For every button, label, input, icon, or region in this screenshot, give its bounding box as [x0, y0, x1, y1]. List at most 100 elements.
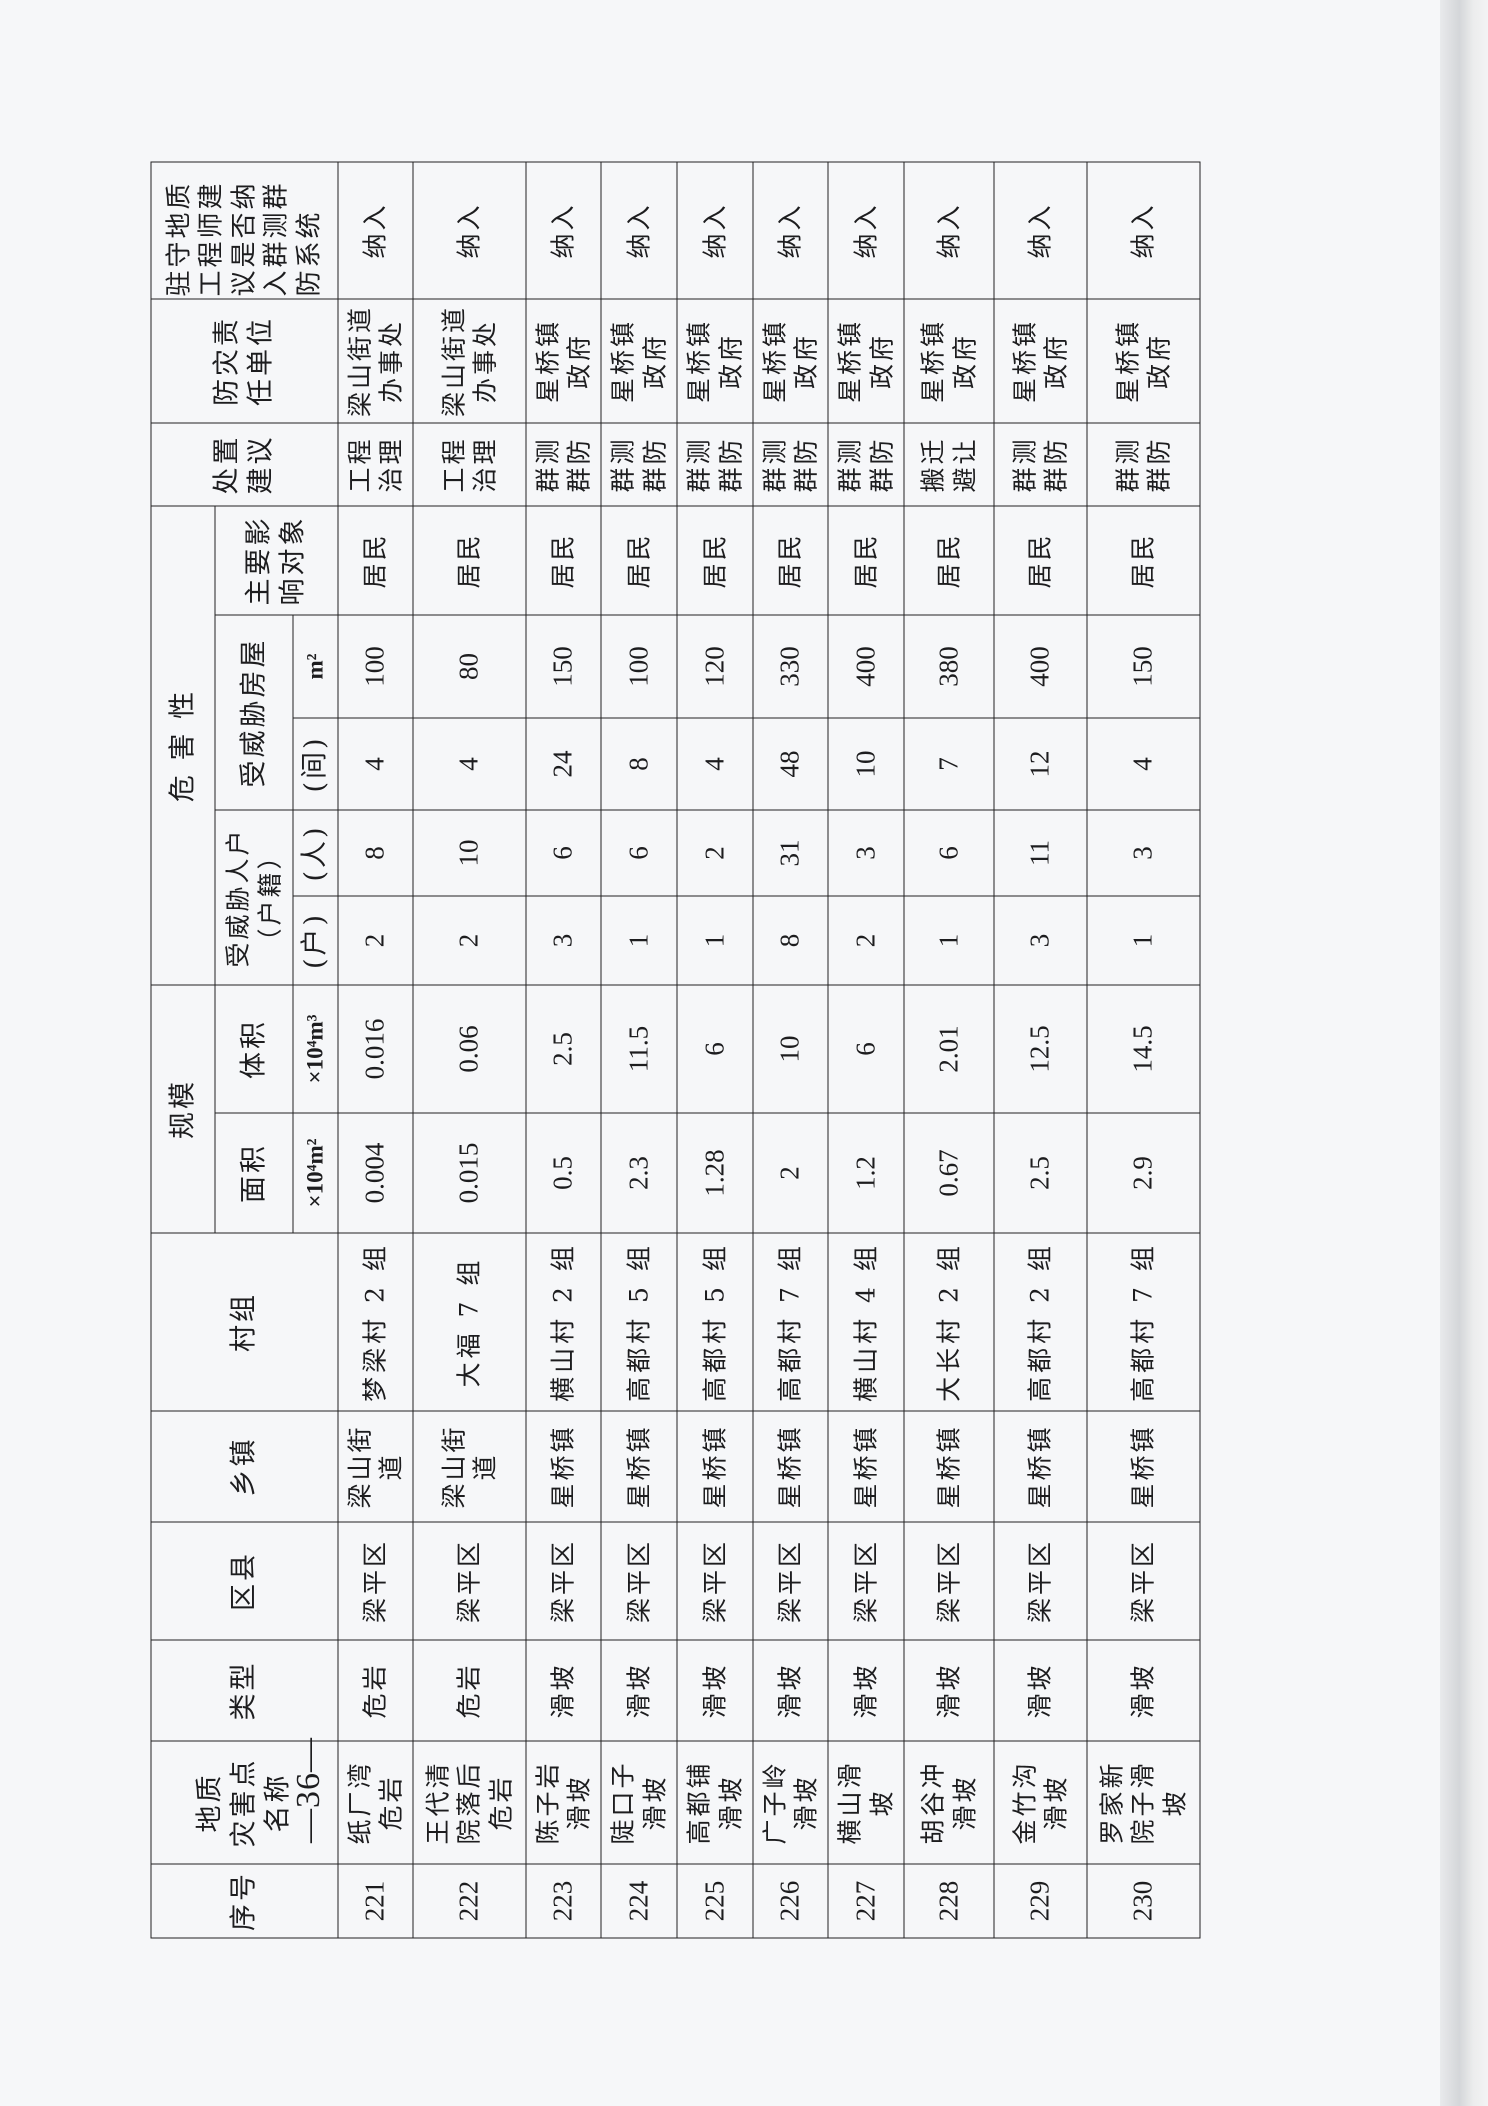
cell-village: 大长村 2 组	[904, 1233, 994, 1411]
cell-households: 3	[526, 896, 601, 985]
cell-town: 星桥镇	[1087, 1411, 1200, 1522]
header-hazard: 危 害 性	[151, 505, 215, 985]
cell-included: 纳入	[413, 161, 526, 299]
cell-included: 纳入	[753, 161, 828, 299]
cell-included: 纳入	[677, 161, 753, 299]
cell-volume: 0.016	[338, 985, 413, 1113]
cell-type: 滑坡	[526, 1640, 601, 1741]
cell-affected: 居民	[753, 505, 828, 615]
cell-rooms: 12	[994, 718, 1087, 810]
cell-village: 高都村 2 组	[994, 1233, 1087, 1411]
table-row: 221 纸厂湾 危岩 危岩 梁平区 梁山街 道梦梁村 2 组 0.004 0.016 2 8 4 1…	[338, 161, 413, 1938]
cell-house-area: 100	[338, 615, 413, 718]
cell-county: 梁平区	[994, 1522, 1087, 1640]
header-volume-unit: ×10⁴m³	[293, 985, 338, 1113]
cell-name: 王代清 院落后 危岩	[413, 1741, 526, 1864]
cell-type: 滑坡	[1087, 1640, 1200, 1741]
cell-volume: 14.5	[1087, 985, 1200, 1113]
cell-responsible: 梁山街道 办事处	[413, 298, 526, 423]
cell-county: 梁平区	[753, 1522, 828, 1640]
header-house-area-unit: m²	[293, 615, 338, 718]
cell-town: 星桥镇	[994, 1411, 1087, 1522]
cell-responsible: 星桥镇 政府	[753, 298, 828, 423]
cell-town: 梁山街 道	[338, 1411, 413, 1522]
cell-house-area: 380	[904, 615, 994, 718]
cell-rooms: 4	[1087, 718, 1200, 810]
cell-persons: 3	[1087, 810, 1200, 896]
cell-volume: 6	[677, 985, 753, 1113]
cell-measure: 工程 治理	[338, 422, 413, 506]
cell-rooms: 8	[601, 718, 677, 810]
cell-seq: 224	[601, 1864, 677, 1938]
cell-households: 1	[601, 896, 677, 985]
cell-measure: 搬迁 避让	[904, 422, 994, 506]
cell-type: 滑坡	[753, 1640, 828, 1741]
cell-affected: 居民	[526, 505, 601, 615]
cell-included: 纳入	[994, 161, 1087, 299]
cell-persons: 3	[828, 810, 904, 896]
cell-measure: 群测 群防	[828, 422, 904, 506]
cell-seq: 222	[413, 1864, 526, 1938]
cell-responsible: 星桥镇 政府	[904, 298, 994, 423]
cell-village: 横山村 2 组	[526, 1233, 601, 1411]
cell-county: 梁平区	[904, 1522, 994, 1640]
cell-village: 梦梁村 2 组	[338, 1233, 413, 1411]
cell-type: 危岩	[413, 1640, 526, 1741]
table-row: 223 陈子岩 滑坡 滑坡 梁平区 星桥镇 横山村 2 组 0.5 2.5 3 6 24 150 居民群…	[526, 161, 601, 1938]
table-row: 224 陡口子 滑坡 滑坡 梁平区 星桥镇 高都村 5 组 2.3 11.5 1 6 8 100 居民群…	[601, 161, 677, 1938]
cell-persons: 11	[994, 810, 1087, 896]
cell-households: 8	[753, 896, 828, 985]
cell-town: 梁山街 道	[413, 1411, 526, 1522]
rotated-table-wrapper: 序号 地质 灾害点 名称 类型 区县 乡镇 村组 规模 危 害 性 处置 建议 …	[151, 161, 1200, 1939]
cell-seq: 230	[1087, 1864, 1200, 1938]
cell-households: 2	[413, 896, 526, 985]
header-households-unit: (户)	[293, 896, 338, 985]
cell-town: 星桥镇	[828, 1411, 904, 1522]
cell-responsible: 梁山街道 办事处	[338, 298, 413, 423]
header-threat-houses: 受威胁房屋	[215, 615, 293, 810]
cell-persons: 10	[413, 810, 526, 896]
cell-persons: 6	[601, 810, 677, 896]
cell-name: 纸厂湾 危岩	[338, 1741, 413, 1864]
header-rooms-unit: (间)	[293, 718, 338, 810]
cell-house-area: 150	[1087, 615, 1200, 718]
table-row: 228 胡谷冲 滑坡 滑坡 梁平区 星桥镇 大长村 2 组 0.67 2.01 1 6 7 380 居民…	[904, 161, 994, 1938]
cell-persons: 8	[338, 810, 413, 896]
cell-volume: 0.06	[413, 985, 526, 1113]
cell-area: 0.004	[338, 1113, 413, 1233]
cell-seq: 228	[904, 1864, 994, 1938]
cell-village: 大福 7 组	[413, 1233, 526, 1411]
table-row: 227 横山滑 坡滑坡 梁平区 星桥镇 横山村 4 组 1.2 6 2 3 10 400 居民 群测 群…	[828, 161, 904, 1938]
cell-type: 滑坡	[904, 1640, 994, 1741]
cell-county: 梁平区	[828, 1522, 904, 1640]
header-affected: 主要影 响对象	[215, 505, 338, 615]
cell-house-area: 400	[994, 615, 1087, 718]
cell-area: 2.5	[994, 1113, 1087, 1233]
cell-persons: 31	[753, 810, 828, 896]
cell-affected: 居民	[994, 505, 1087, 615]
header-area-unit: ×10⁴m²	[293, 1113, 338, 1233]
cell-type: 滑坡	[601, 1640, 677, 1741]
cell-responsible: 星桥镇 政府	[601, 298, 677, 423]
cell-measure: 群测 群防	[1087, 422, 1200, 506]
cell-house-area: 400	[828, 615, 904, 718]
cell-area: 2	[753, 1113, 828, 1233]
cell-affected: 居民	[413, 505, 526, 615]
cell-volume: 10	[753, 985, 828, 1113]
cell-rooms: 4	[338, 718, 413, 810]
cell-households: 1	[1087, 896, 1200, 985]
cell-county: 梁平区	[677, 1522, 753, 1640]
cell-responsible: 星桥镇 政府	[828, 298, 904, 423]
cell-included: 纳入	[828, 161, 904, 299]
cell-affected: 居民	[828, 505, 904, 615]
cell-house-area: 100	[601, 615, 677, 718]
header-county: 区县	[151, 1522, 338, 1640]
cell-households: 2	[828, 896, 904, 985]
page-number: —36—	[290, 1737, 327, 1843]
cell-seq: 221	[338, 1864, 413, 1938]
header-responsible: 防灾责 任单位	[151, 298, 338, 423]
header-threat-people: 受威胁人户 （户籍）	[215, 810, 293, 985]
cell-rooms: 4	[413, 718, 526, 810]
cell-measure: 群测 群防	[526, 422, 601, 506]
cell-rooms: 7	[904, 718, 994, 810]
